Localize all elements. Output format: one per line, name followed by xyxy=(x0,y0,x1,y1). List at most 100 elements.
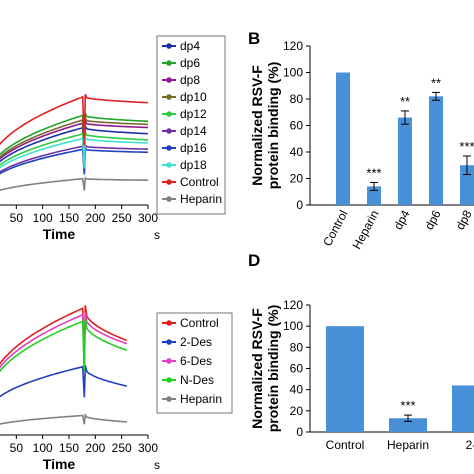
x-axis-title: Time xyxy=(43,226,76,242)
y-tick-label: 80 xyxy=(290,340,304,354)
y-axis-title: Normalized RSV-Fprotein binding (%) xyxy=(249,62,281,190)
x-tick-label: 100 xyxy=(33,441,53,455)
y-axis-title-text: Normalized RSV-Fprotein binding (%) xyxy=(249,305,281,433)
series-line-dp8 xyxy=(0,118,149,160)
series-line-Control xyxy=(0,305,128,366)
x-tick-label: 150 xyxy=(59,441,79,455)
y-tick-label: 100 xyxy=(283,319,303,333)
y-tick-label: 40 xyxy=(290,383,304,397)
legend-swatch-marker xyxy=(166,377,172,383)
y-tick-label: 60 xyxy=(290,362,304,376)
panel-label-D: D xyxy=(248,251,260,270)
x-tick-label: 300 xyxy=(138,211,158,225)
x-tick-label: 250 xyxy=(112,441,132,455)
x-tick-label: 200 xyxy=(85,211,105,225)
y-tick-label: 0 xyxy=(296,425,303,439)
significance-marker: *** xyxy=(400,398,415,413)
legend-swatch-marker xyxy=(166,179,172,185)
legend-swatch-marker xyxy=(166,196,172,202)
legend-swatch-marker xyxy=(166,145,172,151)
significance-marker: ** xyxy=(400,94,410,109)
series-line-Heparin xyxy=(0,176,148,191)
x-tick-label: 250 xyxy=(112,211,132,225)
legend-label: Control xyxy=(180,175,219,189)
x-tick-label: dp6 xyxy=(422,208,444,233)
series-line-dp10 xyxy=(0,115,149,159)
y-axis-title: Normalized RSV-Fprotein binding (%) xyxy=(249,305,281,433)
x-tick-label: 50 xyxy=(10,211,24,225)
series-line-dp4 xyxy=(0,123,149,163)
legend-swatch-marker xyxy=(166,339,172,345)
legend-swatch-marker xyxy=(166,60,172,66)
x-tick-label: 2- xyxy=(466,438,474,452)
legend-swatch-marker xyxy=(166,43,172,49)
series-line-2-Des xyxy=(0,365,128,398)
series-line-N-Des xyxy=(0,318,128,373)
series-line-dp14 xyxy=(0,142,149,173)
legend-label: 2-Des xyxy=(180,335,212,349)
legend-label: dp16 xyxy=(180,141,207,155)
significance-marker: *** xyxy=(459,139,474,154)
legend-swatch-marker xyxy=(166,77,172,83)
y-axis-title-text: Normalized RSV-Fprotein binding (%) xyxy=(249,62,281,190)
bar-dp4 xyxy=(398,117,412,205)
x-axis-unit: s xyxy=(154,228,160,242)
series-line-Heparin xyxy=(0,412,127,425)
panel-label-B: B xyxy=(248,29,260,48)
legend-label: Control xyxy=(180,316,219,330)
legend-swatch-marker xyxy=(166,358,172,364)
bar-2- xyxy=(452,385,474,432)
x-tick-label: 200 xyxy=(85,441,105,455)
series-line-dp12 xyxy=(0,129,149,166)
bar-dp8 xyxy=(460,165,474,205)
x-tick-label: 50 xyxy=(10,441,24,455)
legend-label: dp8 xyxy=(180,73,200,87)
y-tick-label: 20 xyxy=(290,404,304,418)
legend-swatch-marker xyxy=(166,111,172,117)
legend-label: dp18 xyxy=(180,158,207,172)
bar-Control xyxy=(326,326,364,432)
significance-marker: ** xyxy=(431,75,441,90)
x-axis-title: Time xyxy=(43,456,76,472)
bar-Heparin xyxy=(389,418,427,432)
x-tick-label: Heparin xyxy=(350,208,382,252)
y-tick-label: 100 xyxy=(283,66,303,80)
x-tick-label: 300 xyxy=(138,441,158,455)
significance-marker: *** xyxy=(366,165,381,180)
legend-label: dp4 xyxy=(180,39,200,53)
legend-label: dp14 xyxy=(180,124,207,138)
series-line-dp16 xyxy=(0,146,149,175)
legend-label: dp12 xyxy=(180,107,207,121)
legend-swatch-marker xyxy=(166,94,172,100)
y-tick-label: 80 xyxy=(290,92,304,106)
y-tick-label: 40 xyxy=(290,145,304,159)
x-tick-label: Control xyxy=(326,438,365,452)
series-line-dp6 xyxy=(0,112,149,156)
series-line-6-Des xyxy=(0,311,128,369)
series-line-Control xyxy=(0,93,149,146)
bar-Control xyxy=(336,72,350,205)
x-tick-label: 150 xyxy=(59,211,79,225)
bar-Heparin xyxy=(367,186,381,205)
x-tick-label: Heparin xyxy=(387,438,429,452)
y-tick-label: 120 xyxy=(283,298,303,312)
legend-swatch-marker xyxy=(166,320,172,326)
series-line-dp18 xyxy=(0,134,149,169)
legend-label: Heparin xyxy=(180,392,222,406)
legend-swatch-marker xyxy=(166,162,172,168)
legend-label: N-Des xyxy=(180,373,214,387)
legend-label: dp10 xyxy=(180,90,207,104)
y-tick-label: 60 xyxy=(290,119,304,133)
y-tick-label: 0 xyxy=(296,198,303,212)
y-tick-label: 20 xyxy=(290,172,304,186)
legend-label: Heparin xyxy=(180,192,222,206)
x-tick-label: Control xyxy=(320,208,351,249)
legend-swatch-marker xyxy=(166,396,172,402)
legend-swatch-marker xyxy=(166,128,172,134)
bar-dp6 xyxy=(429,96,443,205)
x-axis-unit: s xyxy=(154,458,160,472)
x-tick-label: 100 xyxy=(33,211,53,225)
x-tick-label: dp4 xyxy=(391,208,413,233)
legend-label: 6-Des xyxy=(180,354,212,368)
